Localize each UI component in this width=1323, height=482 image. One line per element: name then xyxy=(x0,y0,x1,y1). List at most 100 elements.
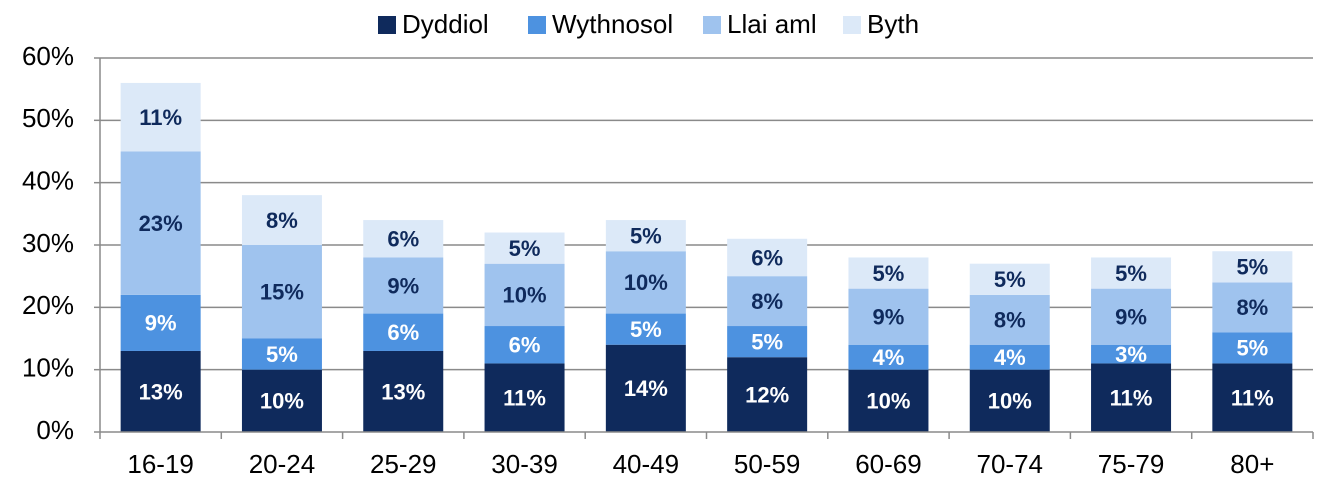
bar-segment xyxy=(363,313,444,351)
data-label: 9% xyxy=(873,304,905,329)
data-label: 6% xyxy=(751,245,783,270)
data-label: 5% xyxy=(509,236,541,261)
legend-label: Dyddiol xyxy=(402,9,489,39)
data-label: 9% xyxy=(145,311,177,336)
bar-segment xyxy=(969,369,1050,432)
data-label: 8% xyxy=(994,308,1026,333)
bar-segment xyxy=(484,263,565,327)
bar-segment xyxy=(969,263,1050,295)
bar-segment xyxy=(969,344,1050,370)
data-label: 5% xyxy=(994,267,1026,292)
bar-segment xyxy=(484,232,565,264)
x-tick-label: 16-19 xyxy=(127,449,194,479)
x-tick-label: 20-24 xyxy=(249,449,316,479)
y-tick-label: 60% xyxy=(22,41,74,71)
bar-segment xyxy=(848,257,929,289)
bar-segment xyxy=(120,350,201,432)
bar-segment xyxy=(241,369,322,432)
bar-segment xyxy=(1212,251,1293,283)
bar-segment xyxy=(241,338,322,370)
data-label: 11% xyxy=(1231,386,1274,411)
data-label: 23% xyxy=(139,211,183,236)
bar-segment xyxy=(727,276,808,327)
y-tick-label: 40% xyxy=(22,166,74,196)
data-label: 5% xyxy=(751,329,783,354)
legend-label: Llai aml xyxy=(727,9,817,39)
data-label: 4% xyxy=(994,345,1026,370)
bar-segment xyxy=(241,195,322,245)
data-label: 10% xyxy=(503,283,547,308)
data-label: 11% xyxy=(139,105,182,130)
legend-swatch xyxy=(703,16,721,34)
bar-segment xyxy=(363,257,444,314)
x-tick-label: 70-74 xyxy=(977,449,1044,479)
legend-swatch xyxy=(378,16,396,34)
bar-segment xyxy=(1091,288,1172,345)
x-tick-label: 60-69 xyxy=(855,449,922,479)
data-label: 11% xyxy=(1110,386,1153,411)
bar-segment xyxy=(605,251,686,314)
legend-label: Wythnosol xyxy=(552,9,673,39)
bar-segment xyxy=(363,350,444,432)
bar-segment xyxy=(1091,363,1172,432)
data-label: 5% xyxy=(630,317,662,342)
bar-segment xyxy=(120,151,201,295)
bar-segment xyxy=(1091,344,1172,364)
bar-segment xyxy=(120,82,201,152)
data-label: 9% xyxy=(387,273,419,298)
bar-segment xyxy=(363,220,444,258)
data-label: 8% xyxy=(1236,295,1268,320)
bar-segment xyxy=(1091,257,1172,289)
y-tick-label: 20% xyxy=(22,290,74,320)
data-label: 6% xyxy=(387,227,419,252)
bar-segment xyxy=(727,357,808,432)
data-label: 4% xyxy=(873,345,905,370)
bar-segment xyxy=(848,288,929,345)
bar-segment xyxy=(848,344,929,370)
bar-segment xyxy=(727,326,808,358)
data-label: 5% xyxy=(873,261,905,286)
data-label: 10% xyxy=(260,389,304,414)
legend-swatch xyxy=(528,16,546,34)
x-tick-label: 75-79 xyxy=(1098,449,1165,479)
y-tick-label: 30% xyxy=(22,228,74,258)
x-tick-label: 25-29 xyxy=(370,449,437,479)
bar-segment xyxy=(1212,363,1293,432)
data-label: 8% xyxy=(266,208,298,233)
data-label: 10% xyxy=(624,270,668,295)
bar-segment xyxy=(605,220,686,252)
data-label: 9% xyxy=(1115,304,1147,329)
x-tick-label: 80+ xyxy=(1230,449,1274,479)
x-tick-label: 50-59 xyxy=(734,449,801,479)
bar-segment xyxy=(484,363,565,432)
data-label: 5% xyxy=(1236,336,1268,361)
x-tick-label: 30-39 xyxy=(491,449,558,479)
bar-segment xyxy=(1212,332,1293,364)
data-label: 13% xyxy=(139,379,183,404)
data-label: 14% xyxy=(624,376,668,401)
bar-segment xyxy=(727,238,808,277)
legend-swatch xyxy=(843,16,861,34)
bar-segment xyxy=(605,313,686,345)
legend-label: Byth xyxy=(867,9,919,39)
bar-segment xyxy=(120,294,201,351)
data-label: 5% xyxy=(1236,255,1268,280)
bar-segment xyxy=(1212,282,1293,333)
bar-segment xyxy=(848,369,929,432)
data-label: 13% xyxy=(381,379,425,404)
bar-segment xyxy=(969,294,1050,345)
y-tick-label: 50% xyxy=(22,103,74,133)
data-label: 5% xyxy=(1115,261,1147,286)
y-tick-label: 0% xyxy=(36,415,74,445)
bar-segment xyxy=(605,344,686,432)
bar-segment xyxy=(484,326,565,364)
data-label: 5% xyxy=(266,342,298,367)
bar-segment xyxy=(241,245,322,339)
y-tick-label: 10% xyxy=(22,353,74,383)
data-label: 6% xyxy=(387,320,419,345)
x-tick-label: 40-49 xyxy=(613,449,680,479)
data-label: 10% xyxy=(866,389,910,414)
data-label: 6% xyxy=(509,333,541,358)
data-label: 10% xyxy=(988,389,1032,414)
